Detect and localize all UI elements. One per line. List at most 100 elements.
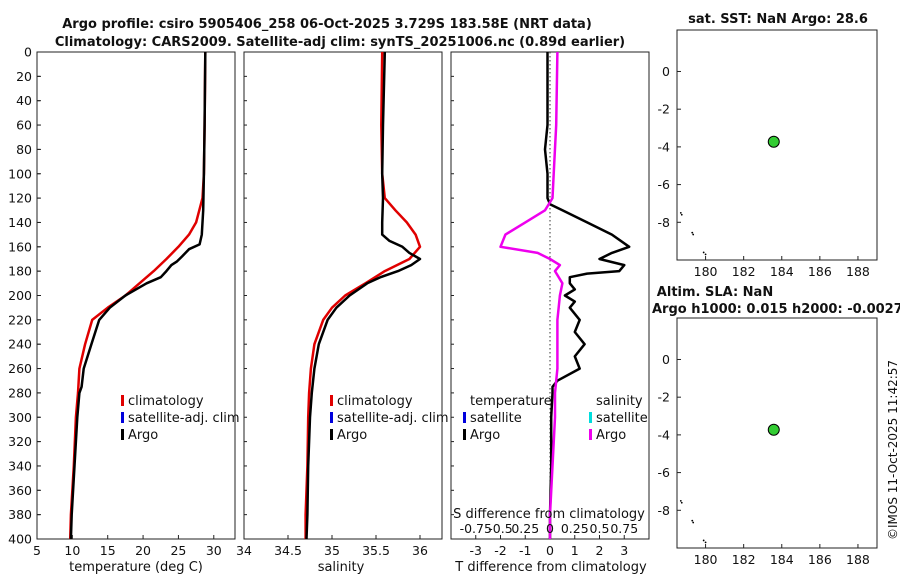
map-y-tick-label: -6 (658, 177, 671, 192)
map-y-tick-label: -2 (658, 102, 670, 117)
x-tick-label: 1 (571, 543, 579, 558)
legend-s-satellite-label: satellite (596, 411, 648, 426)
x-tick-label: 3 (620, 543, 628, 558)
island-dot (691, 519, 694, 522)
depth-tick-label: 100 (8, 166, 32, 181)
series-line-argo (305, 51, 422, 540)
depth-tick-label: 380 (8, 507, 32, 522)
x-tick-label: 0 (546, 543, 554, 558)
depth-tick-label: 240 (8, 337, 32, 352)
salinity-xlabel: salinity (318, 560, 365, 575)
timestamp: ©IMOS 11-Oct-2025 11:42:57 (886, 360, 900, 540)
top-tick-label: 0 (546, 521, 554, 536)
island-dot (702, 251, 705, 254)
map-x-tick-label: 184 (770, 264, 794, 279)
island-dot (691, 231, 694, 234)
sla-map-axes (676, 317, 878, 549)
salinity-axes (243, 51, 443, 540)
depth-tick-label: 180 (8, 264, 32, 279)
temperature-legend: climatology satellite-adj. clim Argo (121, 394, 240, 443)
depth-tick-label: 340 (8, 458, 32, 473)
x-tick-label: 30 (206, 543, 222, 558)
x-tick-label: 2 (596, 543, 604, 558)
map-y-tick-label: -8 (658, 215, 671, 230)
legend-argo-marker (330, 429, 333, 440)
temperature-panel: 5 10 15 20 25 30 (33, 51, 222, 558)
top-tick-label: 0.75 (610, 521, 638, 536)
sst-map-title: sat. SST: NaN Argo: 28.6 (688, 12, 868, 27)
legend-climatology-label: climatology (128, 394, 204, 409)
depth-tick-label: 80 (16, 142, 32, 157)
top-tick-label: 0.5 (590, 521, 610, 536)
sst-map-axes (676, 29, 878, 261)
difference-top-xlabel: S difference from climatology (453, 507, 645, 522)
difference-panel: -3 -2 -1 0 1 2 3-0.75-0.50.25 0 0.25 0.5 0.75 (451, 51, 638, 558)
legend-satellite-marker (121, 412, 124, 423)
top-tick-label: 0.25 (561, 521, 589, 536)
legend-satellite-label: satellite-adj. clim (337, 411, 449, 426)
map-x-tick-label: 182 (732, 552, 756, 567)
map-y-tick-label: 0 (662, 64, 670, 79)
depth-tick-label: 200 (8, 288, 32, 303)
map-x-tick-label: 184 (770, 552, 794, 567)
island-dot (679, 211, 682, 214)
x-tick-label: 25 (170, 543, 186, 558)
x-tick-label: 5 (33, 543, 41, 558)
top-tick-label: 0.25 (511, 521, 539, 536)
x-tick-label: 15 (100, 543, 116, 558)
depth-tick-label: 140 (8, 215, 32, 230)
depth-tick-label: 160 (8, 239, 32, 254)
x-tick-label: -2 (494, 543, 506, 558)
series-line-temperature-argo (543, 52, 631, 539)
legend-climatology-marker (330, 395, 333, 406)
legend-t-satellite-marker (463, 412, 466, 423)
island-dot (704, 253, 707, 256)
island-dot (679, 499, 682, 502)
map-x-tick-label: 186 (808, 264, 832, 279)
legend-argo-label: Argo (128, 428, 158, 443)
difference-xlabel: T difference from climatology (454, 560, 647, 575)
figure-title-line2: Climatology: CARS2009. Satellite-adj cli… (55, 35, 625, 50)
depth-tick-label: 60 (16, 118, 32, 133)
depth-tick-label: 40 (16, 93, 32, 108)
legend-s-argo-marker (589, 429, 592, 440)
legend-t-argo-label: Argo (470, 428, 500, 443)
legend-satellite-label: satellite-adj. clim (128, 411, 240, 426)
depth-tick-label: 120 (8, 191, 32, 206)
island-dot (702, 539, 705, 542)
legend-climatology-label: climatology (337, 394, 413, 409)
series-line-argo (69, 51, 207, 540)
series-line-climatology (68, 51, 207, 540)
argo-location-point (767, 423, 780, 436)
map-y-tick-label: 0 (662, 352, 670, 367)
x-tick-label: 34.5 (274, 543, 302, 558)
depth-axis: 0 20 40 60 80 100 120 140 160 180 200 220 240 260 280 3… (8, 45, 41, 547)
x-tick-label: 20 (135, 543, 151, 558)
top-tick-label: -0.5 (488, 521, 512, 536)
salinity-legend: climatology satellite-adj. clim Argo (330, 394, 449, 443)
map-x-tick-label: 180 (694, 264, 718, 279)
depth-tick-label: 0 (24, 45, 32, 60)
top-tick-label: -0.75 (460, 521, 492, 536)
depth-tick-label: 220 (8, 312, 32, 327)
legend-t-satellite-label: satellite (470, 411, 522, 426)
map-y-tick-label: -6 (658, 465, 671, 480)
salinity-panel: 34 34.5 35 35.5 36 (236, 51, 428, 558)
map-x-tick-label: 186 (808, 552, 832, 567)
x-tick-label: -1 (519, 543, 531, 558)
depth-tick-label: 20 (16, 69, 32, 84)
temperature-xlabel: temperature (deg C) (69, 560, 203, 575)
x-tick-label: 10 (64, 543, 80, 558)
island-dot (680, 213, 683, 216)
island-dot (692, 521, 695, 524)
legend-argo-label: Argo (337, 428, 367, 443)
x-tick-label: 34 (236, 543, 252, 558)
map-y-tick-label: -4 (658, 139, 671, 154)
x-tick-label: 36 (412, 543, 428, 558)
legend-salinity-heading: salinity (596, 394, 643, 409)
x-tick-label: -3 (470, 543, 482, 558)
depth-tick-label: 280 (8, 385, 32, 400)
legend-t-argo-marker (463, 429, 466, 440)
map-y-tick-label: -2 (658, 390, 670, 405)
